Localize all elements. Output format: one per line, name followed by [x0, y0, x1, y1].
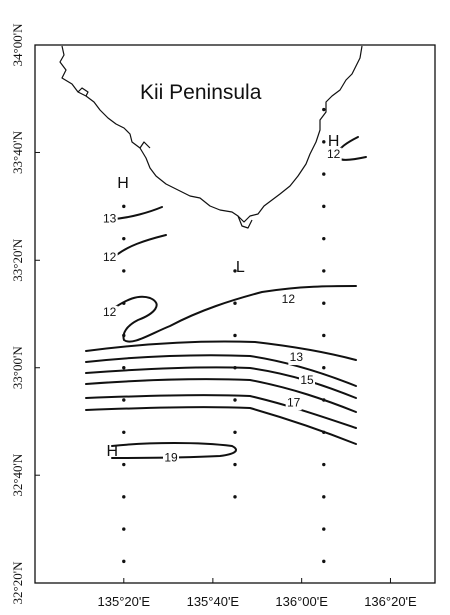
- contour-label: 15: [300, 373, 314, 387]
- contour-label: 12: [282, 292, 296, 306]
- lon-tick-label: 135°40'E: [187, 594, 240, 609]
- contour-label-halo: [299, 373, 315, 388]
- lat-tick-label: 32°40'N: [10, 453, 25, 497]
- station-dot: [122, 204, 126, 209]
- coastline: [59, 45, 363, 223]
- station-dot: [233, 269, 237, 273]
- station-dot: [322, 527, 326, 531]
- lat-tick-label: 33°00'N: [10, 346, 25, 390]
- station-dot: [122, 495, 126, 499]
- pressure-marks: H H L H: [107, 133, 340, 460]
- station-dot: [122, 333, 126, 338]
- contour-label: 12: [103, 250, 117, 264]
- lon-tick-label: 136°20'E: [364, 594, 417, 609]
- station-dot: [322, 269, 326, 273]
- contour-labels: 13 12 12 12 12 13 15 17 19: [101, 147, 342, 466]
- station-dot: [122, 269, 126, 273]
- station-dot: [233, 333, 237, 338]
- contour-17: [85, 394, 357, 429]
- lat-tick-label: 33°40'N: [10, 130, 25, 174]
- station-dot: [322, 333, 326, 338]
- contour-label-halo: [163, 451, 179, 466]
- lat-tick-label: 33°20'N: [10, 238, 25, 282]
- contour-label-halo: [101, 251, 118, 266]
- contour-12-loop: [113, 285, 357, 343]
- station-dot: [322, 398, 326, 402]
- station-dots: [122, 107, 326, 564]
- station-dot: [122, 559, 126, 564]
- contour-14: [85, 354, 357, 387]
- station-dot: [233, 430, 237, 434]
- contour-label: 12: [103, 305, 117, 319]
- lat-tick-label: 34°00'N: [10, 23, 25, 67]
- contour-label-halo: [325, 147, 342, 162]
- contour-label-halo: [101, 212, 118, 227]
- station-dot: [122, 527, 126, 531]
- station-dot: [322, 172, 326, 176]
- contour-12-north: [112, 234, 167, 259]
- region-label: Kii Peninsula: [140, 81, 262, 104]
- coastline-detail: [77, 87, 253, 229]
- contour-13-main: [85, 340, 357, 361]
- contour-label: 13: [103, 211, 117, 225]
- latitude-labels: 34°00'N 33°40'N 33°20'N 33°00'N 32°40'N 32°20…: [10, 23, 40, 605]
- station-dot: [322, 462, 326, 467]
- pressure-mark-h: H: [107, 443, 119, 460]
- station-dot: [322, 430, 326, 434]
- contour-label-halo: [280, 292, 297, 307]
- station-dot: [122, 366, 126, 370]
- station-dot: [233, 495, 237, 499]
- lat-tick-label: 32°20'N: [10, 561, 25, 605]
- contour-19-closed: [111, 442, 237, 459]
- station-dot: [233, 398, 237, 402]
- contour-label-halo: [288, 351, 305, 366]
- contour-13-north: [112, 206, 163, 220]
- contour-label: 13: [290, 350, 304, 364]
- station-dot: [322, 236, 326, 241]
- contour-label-halo: [285, 396, 302, 411]
- station-dot: [122, 462, 126, 467]
- station-dot: [322, 495, 326, 499]
- contour-label: 17: [287, 395, 301, 409]
- longitude-labels: 135°20'E 135°40'E 136°00'E 136°20'E: [98, 578, 417, 609]
- lon-tick-label: 135°20'E: [98, 594, 151, 609]
- station-dot: [233, 301, 237, 305]
- map-frame: [34, 44, 436, 584]
- station-dot: [322, 559, 326, 564]
- station-dot: [322, 107, 326, 112]
- station-dot: [122, 301, 126, 305]
- station-dot: [233, 366, 237, 370]
- station-dot: [122, 430, 126, 434]
- station-dot: [322, 301, 326, 305]
- station-dot: [322, 140, 326, 144]
- pressure-mark-h: H: [117, 175, 129, 192]
- station-dot: [322, 204, 326, 209]
- station-dot: [322, 366, 326, 370]
- contour-label: 12: [327, 147, 341, 161]
- pressure-mark-l: L: [236, 259, 245, 276]
- station-dot: [122, 398, 126, 402]
- contour-label: 19: [164, 450, 178, 464]
- contour-label-halo: [101, 305, 118, 320]
- station-dot: [122, 236, 126, 241]
- contour-15: [85, 366, 357, 399]
- station-dot: [233, 462, 237, 467]
- contour-18: [85, 406, 357, 445]
- lon-tick-label: 136°00'E: [275, 594, 328, 609]
- pressure-mark-h: H: [328, 133, 340, 150]
